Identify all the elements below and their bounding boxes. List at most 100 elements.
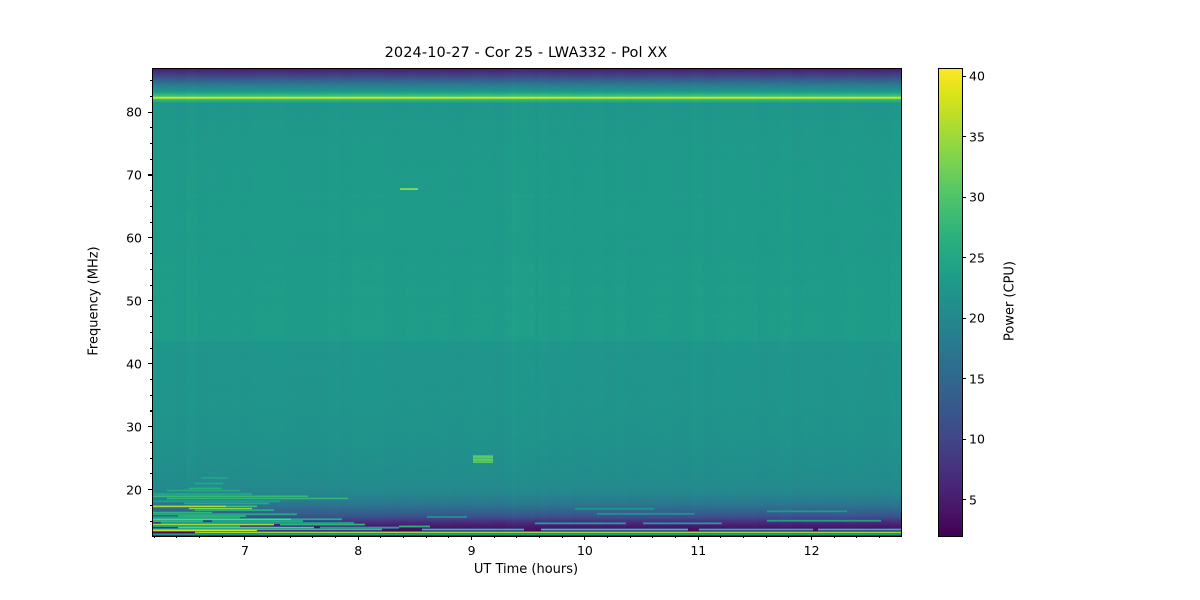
x-axis-minor-tick — [652, 536, 654, 539]
colorbar-tick-label: 15 — [969, 371, 985, 387]
x-axis-minor-tick — [289, 536, 291, 539]
x-axis-minor-tick — [539, 536, 541, 539]
y-axis-minor-tick — [149, 205, 152, 207]
colorbar-tick — [962, 438, 966, 440]
x-axis-tick-label: 7 — [240, 543, 249, 558]
x-axis-minor-tick — [833, 536, 835, 539]
x-axis-minor-tick — [153, 536, 155, 539]
colorbar-tick-label: 5 — [969, 492, 977, 508]
x-axis-tick-label: 12 — [803, 543, 820, 558]
x-axis-minor-tick — [743, 536, 745, 539]
y-axis-minor-tick — [149, 316, 152, 318]
x-axis-tick — [244, 536, 246, 540]
colorbar-tick — [962, 378, 966, 380]
x-axis-tick-label: 8 — [354, 543, 363, 558]
x-axis-minor-tick — [629, 536, 631, 539]
chart-title: 2024-10-27 - Cor 25 - LWA332 - Pol XX — [384, 45, 668, 61]
spectrogram-image — [153, 69, 901, 536]
x-axis-minor-tick — [788, 536, 790, 539]
y-axis-tick — [148, 489, 152, 491]
colorbar-tick — [962, 75, 966, 77]
y-axis-tick — [148, 426, 152, 428]
colorbar-tick-label: 20 — [969, 310, 985, 326]
x-axis-tick — [357, 536, 359, 540]
x-axis-tick — [811, 536, 813, 540]
y-axis-tick — [148, 174, 152, 176]
y-axis-minor-tick — [149, 142, 152, 145]
x-axis-minor-tick — [380, 536, 382, 539]
colorbar-tick — [962, 196, 966, 198]
x-axis-minor-tick — [879, 536, 881, 539]
x-axis-minor-tick — [221, 536, 223, 539]
x-axis-minor-tick — [267, 536, 269, 539]
y-axis-minor-tick — [149, 158, 152, 160]
colorbar-gradient — [939, 69, 962, 536]
y-axis-minor-tick — [149, 268, 152, 270]
y-axis-tick-label: 70 — [126, 167, 142, 183]
x-axis-minor-tick — [561, 536, 563, 539]
colorbar-tick-label: 40 — [969, 68, 985, 84]
y-axis-minor-tick — [149, 284, 152, 286]
x-axis-minor-tick — [516, 536, 518, 539]
colorbar[interactable]: 5 10 15 20 25 30 35 40 — [938, 68, 985, 537]
x-axis-tick-label: 9 — [467, 543, 476, 558]
x-axis-minor-tick — [493, 536, 495, 539]
y-axis-minor-tick — [149, 95, 152, 97]
y-axis-minor-tick — [149, 80, 152, 82]
x-axis-minor-tick — [312, 536, 314, 539]
x-axis-minor-tick — [176, 536, 178, 539]
x-axis-label: UT Time (hours) — [473, 562, 579, 577]
y-axis-tick-label: 20 — [126, 482, 142, 498]
x-axis-minor-tick — [335, 536, 337, 539]
y-axis-tick-label: 80 — [126, 104, 142, 120]
y-axis-minor-tick — [149, 331, 152, 333]
x-axis-minor-tick — [607, 536, 609, 539]
colorbar-tick — [962, 317, 966, 319]
colorbar-tick — [962, 136, 966, 138]
x-axis-minor-tick — [448, 536, 450, 539]
x-axis-minor-tick — [675, 536, 677, 539]
y-axis-minor-tick — [149, 504, 152, 506]
x-axis-minor-tick — [425, 536, 427, 539]
x-axis-minor-tick — [765, 536, 767, 539]
colorbar-tick-label: 10 — [969, 431, 985, 447]
y-axis-minor-tick — [149, 410, 152, 412]
y-axis-tick — [148, 300, 152, 302]
y-axis-tick-label: 40 — [126, 356, 142, 372]
y-axis-label: Frequency (MHz) — [86, 246, 102, 356]
x-axis-minor-tick — [403, 536, 405, 539]
y-axis-tick — [148, 363, 152, 365]
spectrogram-axes[interactable] — [152, 68, 902, 537]
y-axis-minor-tick — [149, 473, 152, 475]
colorbar-tick — [962, 257, 966, 259]
x-axis-minor-tick — [856, 536, 858, 539]
x-axis-tick — [584, 536, 586, 540]
y-axis-minor-tick — [149, 520, 152, 522]
y-axis-tick — [148, 237, 152, 239]
colorbar-tick-label: 30 — [969, 189, 985, 205]
y-axis-tick-label: 30 — [126, 419, 142, 435]
colorbar-label: Power (CPU) — [1002, 260, 1018, 342]
colorbar-tick-label: 35 — [969, 129, 985, 145]
y-axis-tick — [148, 111, 152, 113]
y-axis-minor-tick — [149, 378, 152, 381]
y-axis-minor-tick — [149, 253, 152, 255]
x-axis-tick — [471, 536, 473, 540]
x-axis-minor-tick — [720, 536, 722, 539]
y-axis-minor-tick — [149, 457, 152, 459]
y-axis-minor-tick — [149, 347, 152, 349]
y-axis-minor-tick — [149, 190, 152, 192]
y-axis-minor-tick — [149, 221, 152, 223]
y-axis-minor-tick — [149, 127, 152, 129]
x-axis-tick-label: 10 — [576, 543, 593, 558]
x-axis-minor-tick — [199, 536, 201, 539]
y-axis-tick-label: 50 — [126, 293, 142, 309]
x-axis-tick — [697, 536, 699, 540]
x-axis-tick-label: 11 — [690, 543, 707, 558]
y-axis-minor-tick — [149, 441, 152, 444]
colorbar-tick-label: 25 — [969, 250, 985, 266]
y-axis-minor-tick — [149, 394, 152, 396]
colorbar-tick — [962, 499, 966, 501]
y-axis-tick-label: 60 — [126, 230, 142, 246]
